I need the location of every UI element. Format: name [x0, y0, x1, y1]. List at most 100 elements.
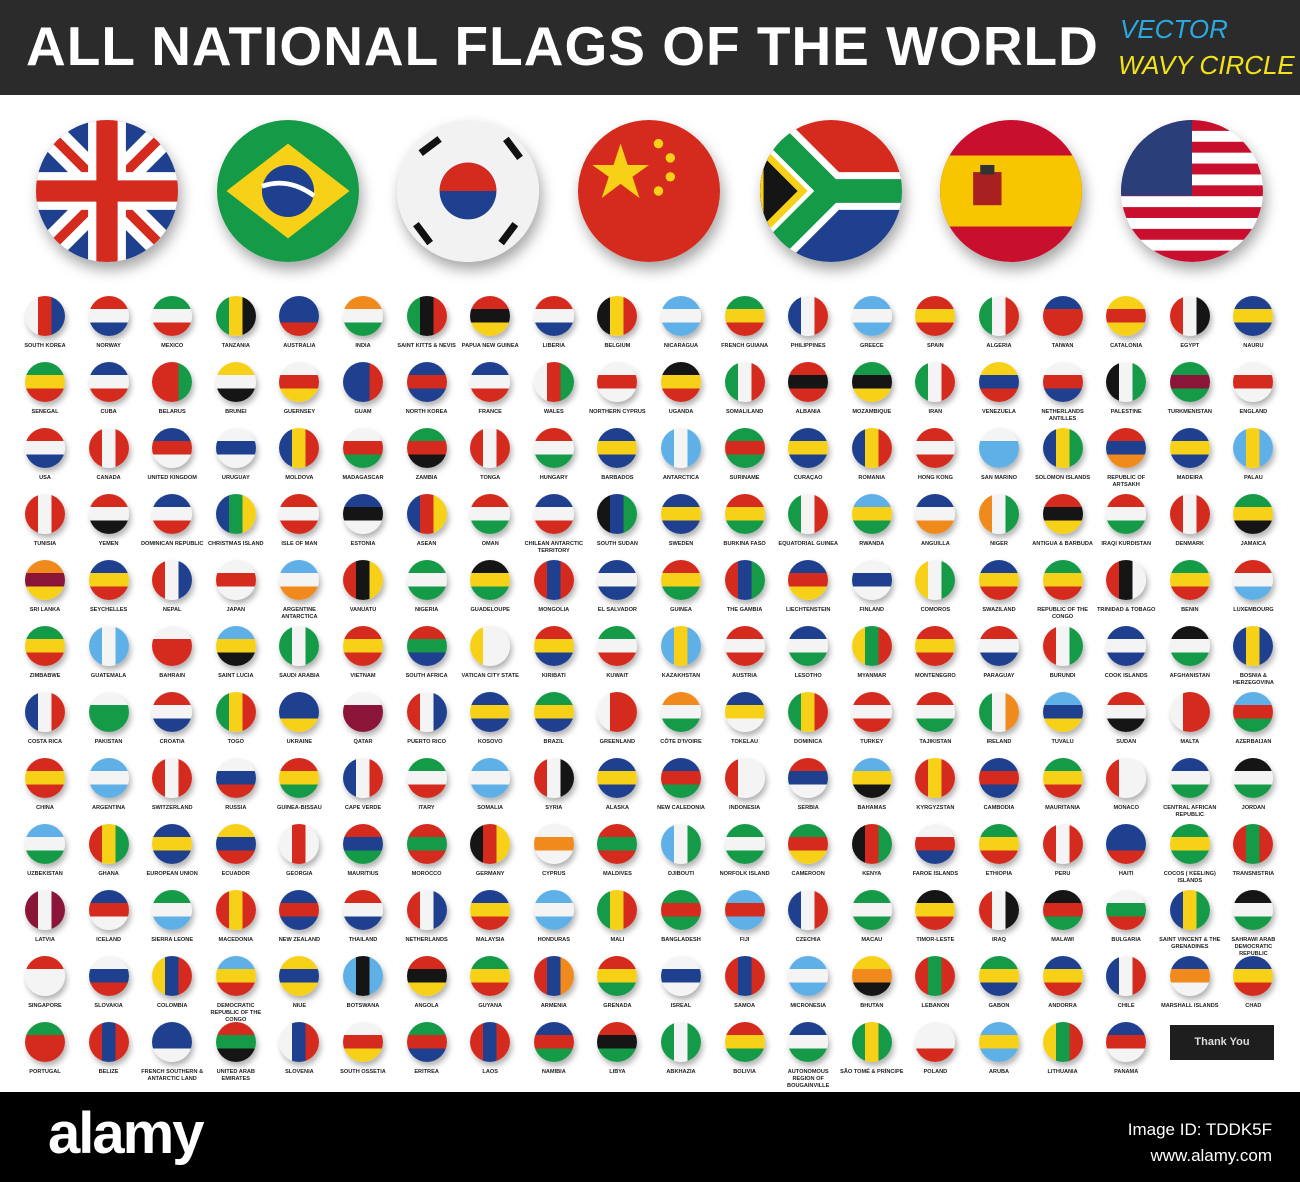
flag-label: ZIMBABWE — [29, 673, 61, 679]
flag-label: MOZAMBIQUE — [852, 409, 892, 415]
flag-label: BULGARIA — [1111, 937, 1141, 943]
flag-chad — [1233, 956, 1274, 996]
flag-mauritius — [343, 824, 383, 864]
flag-label: MACAU — [861, 937, 883, 943]
flag-paraguay — [979, 626, 1019, 666]
flag-tajikistan — [915, 692, 956, 732]
flag-seychelles — [88, 560, 129, 600]
flag-denmark — [1169, 494, 1210, 534]
flag-label: VANUATU — [349, 607, 377, 613]
flag-label: SRI LANKA — [29, 607, 61, 613]
flag-label: ZAMBIA — [415, 475, 438, 481]
flag-label: GUYANA — [478, 1003, 503, 1009]
flag-sudan — [1106, 692, 1147, 732]
flag-antigua-barbuda — [1042, 494, 1083, 534]
flag-label: TAJIKISTAN — [919, 739, 952, 745]
flag-label: NEPAL — [162, 607, 182, 613]
flag-label: TONGA — [480, 475, 501, 481]
flag-label: SURINAME — [729, 475, 760, 481]
flag-mali — [597, 890, 638, 930]
flag-label: NETHERLANDS ANTILLES — [1041, 409, 1084, 422]
flag-solomon-islands — [1042, 428, 1083, 468]
flag-label: ROMANIA — [858, 475, 886, 481]
flag-alaska — [597, 758, 638, 798]
flag-label: GUINEA-BISSAU — [277, 805, 322, 811]
flag-label: KOSOVO — [477, 739, 503, 745]
flag-cape-verde — [343, 758, 383, 798]
flag-label: BOSNIA & HERZEGOVINA — [1232, 673, 1274, 686]
flag-label: EQUATORIAL GUINEA — [778, 541, 839, 547]
flag-label: NIUE — [292, 1003, 307, 1009]
flag-south-korea — [25, 296, 65, 336]
flag-afghanistan — [1169, 626, 1210, 666]
flag-nigeria — [406, 560, 447, 600]
flag-saint-kitts-nevis — [406, 296, 447, 336]
flag-iraqi-kurdistan — [1106, 494, 1147, 534]
flag-new-zealand — [279, 890, 320, 930]
flag-label: MOROCCO — [411, 871, 442, 877]
flag-label: FAROE ISLANDS — [912, 871, 959, 877]
flag-label: FRANCE — [478, 409, 502, 415]
flag-label: BELARUS — [158, 409, 186, 415]
flag-macedonia — [215, 890, 256, 930]
flag-label: MOLDOVA — [285, 475, 314, 481]
flag-ethiopia — [979, 824, 1019, 864]
flag-el-salvador — [597, 560, 638, 600]
flag-label: SENEGAL — [31, 409, 59, 415]
flag-label: AUSTRIA — [732, 673, 758, 679]
flag-usa-large — [1121, 120, 1263, 262]
flag-romania — [851, 428, 892, 468]
flag-brunei — [215, 362, 256, 402]
flag-label: ITARY — [418, 805, 435, 811]
flag-label: GERMANY — [475, 871, 505, 877]
flag-label: NORTHERN CYPRUS — [589, 409, 646, 415]
flag-panama — [1106, 1022, 1147, 1062]
flag-label: SPAIN — [927, 343, 944, 349]
flag-togo — [215, 692, 256, 732]
flag-label: TUNISIA — [33, 541, 57, 547]
flag-label: JAMAICA — [1240, 541, 1267, 547]
flag-samoa — [724, 956, 765, 996]
flag-label: LIBYA — [609, 1069, 626, 1075]
flag-label: KIRIBATI — [541, 673, 566, 679]
wavy-circle-tag: WAVY CIRCLE — [1118, 50, 1295, 80]
flag-maldives — [597, 824, 638, 864]
flag-label: BURKINA FASO — [723, 541, 766, 547]
flag-label: TURKMENISTAN — [1167, 409, 1212, 415]
flag-label: FRENCH GUIANA — [721, 343, 769, 349]
flag-european-union — [152, 824, 193, 864]
flag-label: UKRAINE — [286, 739, 313, 745]
flag-burundi — [1042, 626, 1083, 666]
flag-label: COMOROS — [920, 607, 951, 613]
flag-label: ARMENIA — [540, 1003, 567, 1009]
flag-hungary — [533, 428, 574, 468]
flag-egypt — [1169, 296, 1210, 336]
flag-armenia — [533, 956, 574, 996]
flag-label: MONTENEGRO — [915, 673, 956, 679]
flag-bosnia-herzegovina — [1233, 626, 1274, 666]
flag-republic-of-artsakh — [1106, 428, 1147, 468]
flag-benin — [1169, 560, 1210, 600]
flag-fiji — [724, 890, 765, 930]
flag-label: MEXICO — [161, 343, 184, 349]
flag-mongolia — [533, 560, 574, 600]
flag-label: REPUBLIC OF THE CONGO — [1037, 607, 1088, 620]
flag-lithuania — [1042, 1022, 1083, 1062]
flag-guinea-bissau — [279, 758, 320, 798]
flag-guam — [343, 362, 383, 402]
flag-bahamas — [851, 758, 892, 798]
flag-iraq — [979, 890, 1019, 930]
flag-uzbekistan — [25, 824, 65, 864]
flag-label: ETHIOPIA — [985, 871, 1013, 877]
flag-french-guiana — [724, 296, 765, 336]
flag-monaco — [1106, 758, 1147, 798]
flag-norfolk-island — [724, 824, 765, 864]
flag-botswana — [343, 956, 383, 996]
flag-france — [470, 362, 511, 402]
flag-label: USA — [39, 475, 51, 481]
flag-south-africa-large — [760, 120, 902, 262]
flag-nepal — [152, 560, 193, 600]
flag-label: DEMOCRATIC REPUBLIC OF THE CONGO — [210, 1003, 262, 1023]
flag-label: RWANDA — [859, 541, 885, 547]
flag-label: SLOVAKIA — [94, 1003, 123, 1009]
